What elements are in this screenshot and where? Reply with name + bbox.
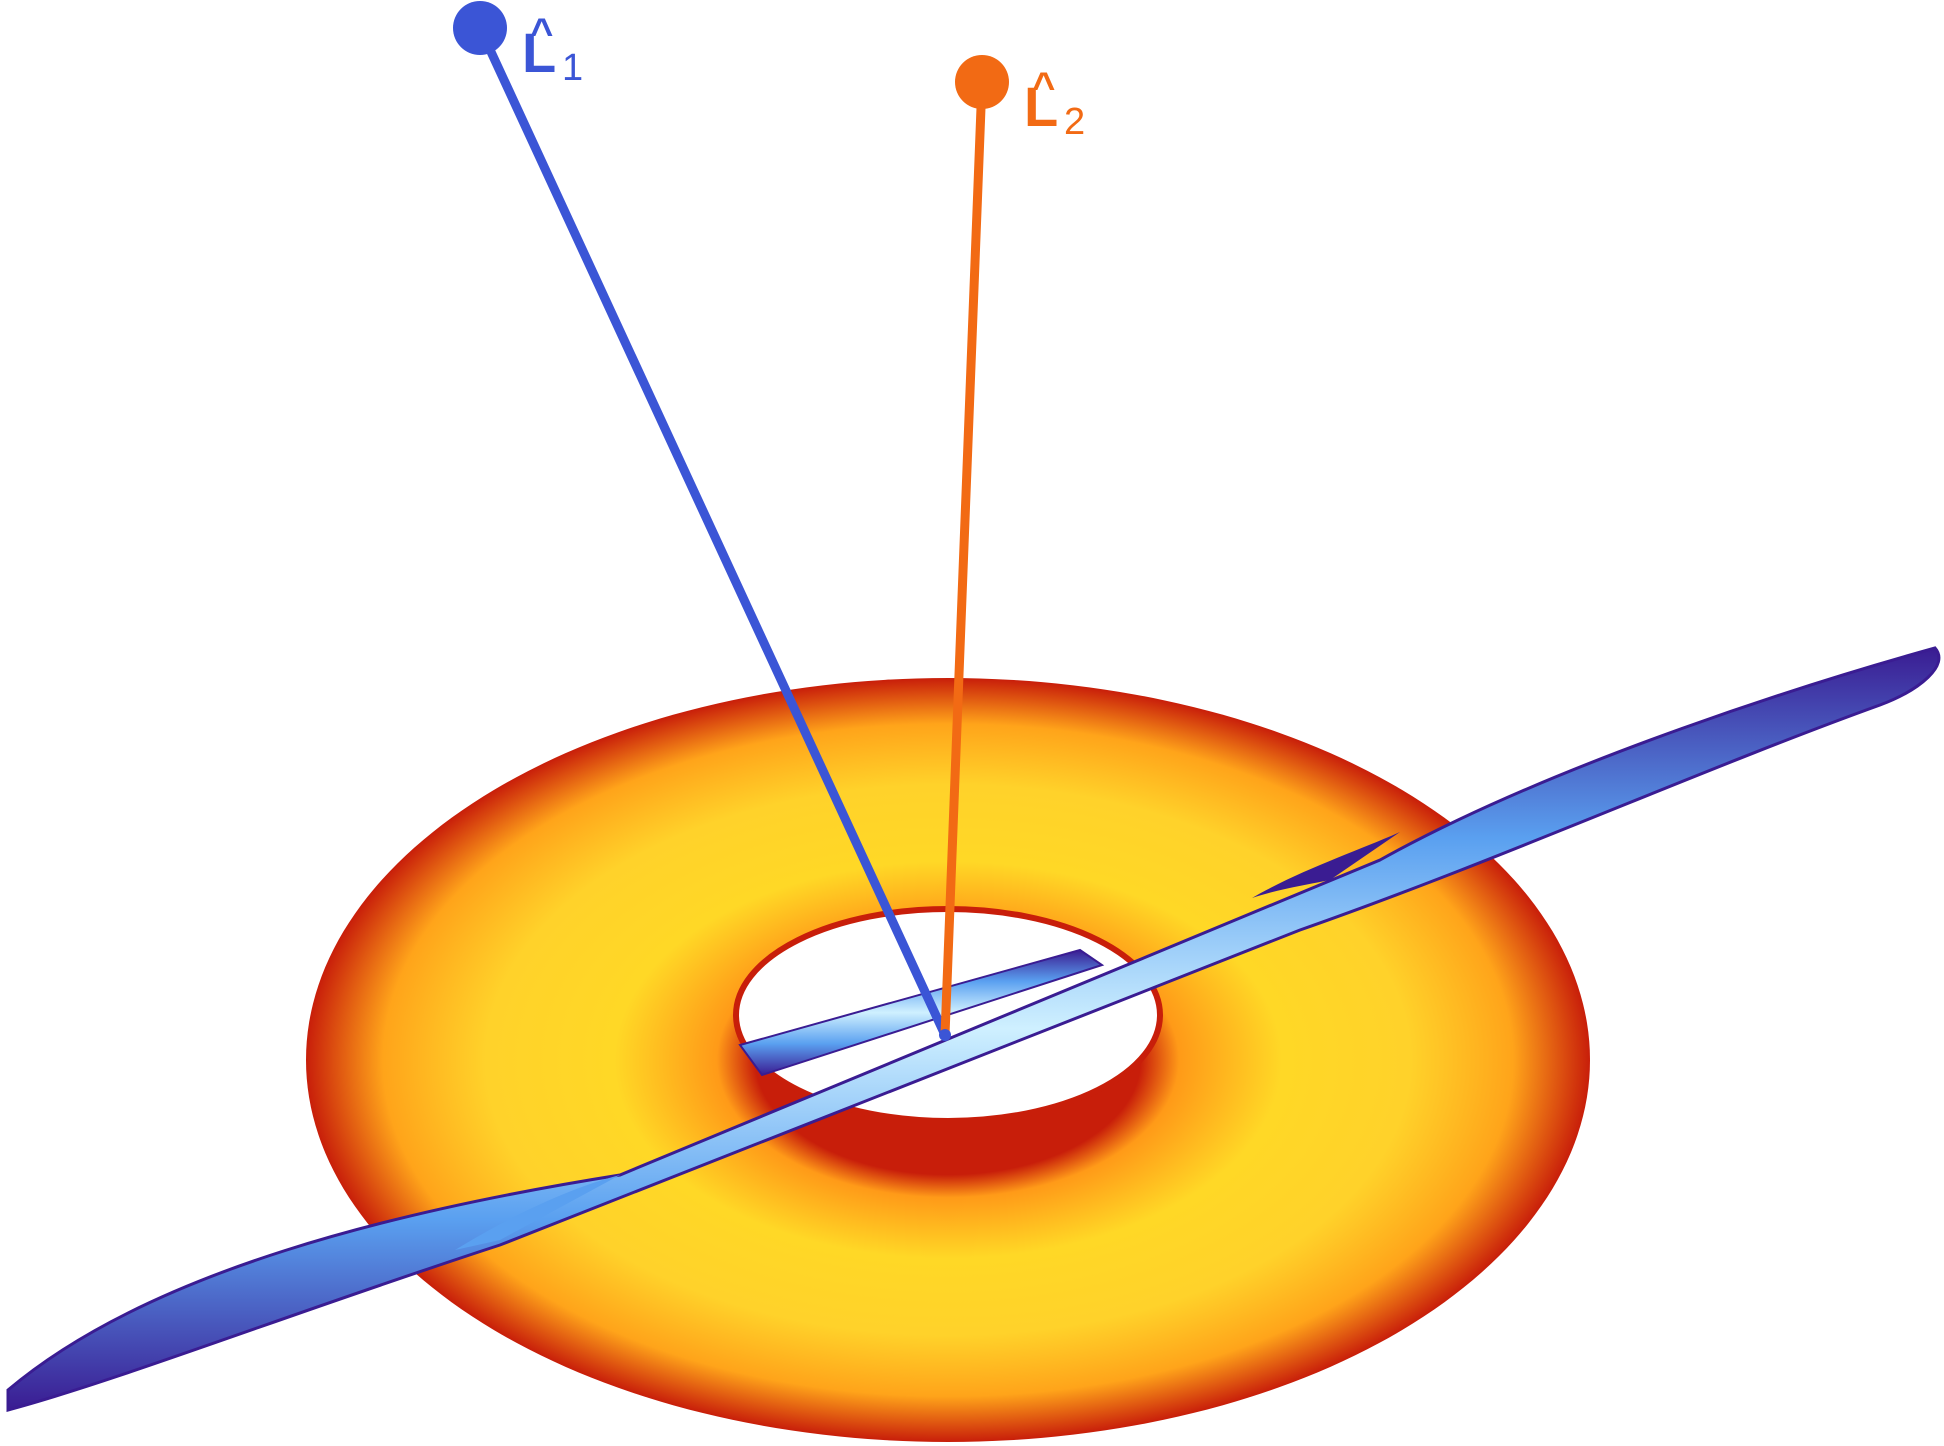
thin-disk xyxy=(6,646,1941,1412)
l1-label-subscript: 2 xyxy=(1064,101,1085,143)
disk-front-band xyxy=(6,646,1941,1412)
l2-label-hat: ^ xyxy=(530,11,553,55)
l2-label-subscript: 1 xyxy=(562,47,583,89)
l2-label-letter: L xyxy=(522,21,556,84)
l1-label: ^ L 2 xyxy=(1024,65,1085,143)
thin-disk-inner-strip xyxy=(738,948,1105,1077)
l1-vector-line xyxy=(940,77,987,1040)
vector-origin xyxy=(939,1029,951,1041)
disk-upper-flap xyxy=(1252,832,1400,898)
l2-vector-line xyxy=(475,23,950,1040)
l2-vector-tip xyxy=(453,1,507,55)
l1-label-letter: L xyxy=(1024,75,1058,138)
l2-label: ^ L 1 xyxy=(522,11,583,89)
l1-vector-tip xyxy=(955,55,1009,109)
l1-label-hat: ^ xyxy=(1032,65,1055,109)
disk-lower-flap xyxy=(455,1175,620,1250)
disk-inner-strip xyxy=(738,948,1105,1077)
vector-stems xyxy=(475,23,987,1040)
vector-tips xyxy=(453,1,1009,109)
